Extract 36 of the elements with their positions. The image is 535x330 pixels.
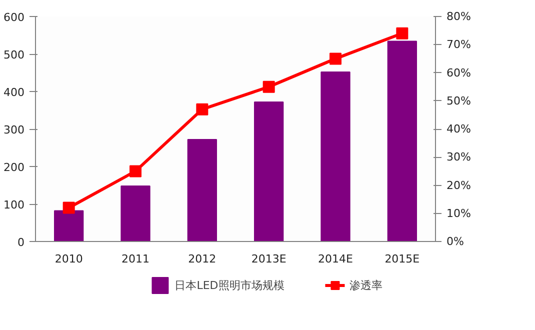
- y-tick-label: 100: [4, 198, 25, 212]
- y2-tick-label: 10%: [446, 206, 471, 220]
- point: [262, 80, 275, 93]
- bar: [54, 210, 84, 242]
- x-tick-label: 2011: [122, 252, 150, 266]
- bar: [187, 139, 217, 242]
- y2-tick-label: 0%: [446, 235, 464, 248]
- point: [130, 165, 142, 178]
- bar: [254, 102, 284, 242]
- y2-tick-label: 60%: [446, 66, 471, 80]
- y2-tick-label: 50%: [446, 94, 471, 108]
- y2-tick-label: 40%: [446, 122, 471, 136]
- x-tick-label: 2013E: [251, 252, 286, 266]
- x-tick-label: 2010: [54, 252, 83, 266]
- y2-tick-label: 30%: [446, 150, 471, 164]
- bar: [387, 40, 417, 242]
- y2-tick-label: 20%: [446, 178, 471, 192]
- x-tick-label: 2015E: [384, 252, 420, 266]
- y-tick-label: 300: [4, 124, 25, 136]
- y2-tick-label: 70%: [446, 38, 471, 52]
- y-tick-label: 0: [18, 236, 24, 249]
- y-tick-label: 600: [4, 11, 25, 24]
- x-tick-label: 2014E: [318, 252, 354, 266]
- y-tick-label: 200: [4, 161, 25, 174]
- y-tick-label: 500: [4, 48, 25, 62]
- point: [62, 202, 75, 214]
- legend-label: 渗透率: [349, 278, 382, 292]
- y2-tick-label: 80%: [446, 10, 471, 23]
- bar: [120, 186, 150, 242]
- y-tick-label: 400: [4, 86, 25, 99]
- x-tick-label: 2012: [188, 252, 216, 266]
- legend-label: 日本LED照明市场规模: [174, 278, 284, 292]
- point: [196, 103, 208, 116]
- point: [396, 27, 408, 40]
- point: [330, 52, 342, 65]
- bar: [320, 72, 350, 242]
